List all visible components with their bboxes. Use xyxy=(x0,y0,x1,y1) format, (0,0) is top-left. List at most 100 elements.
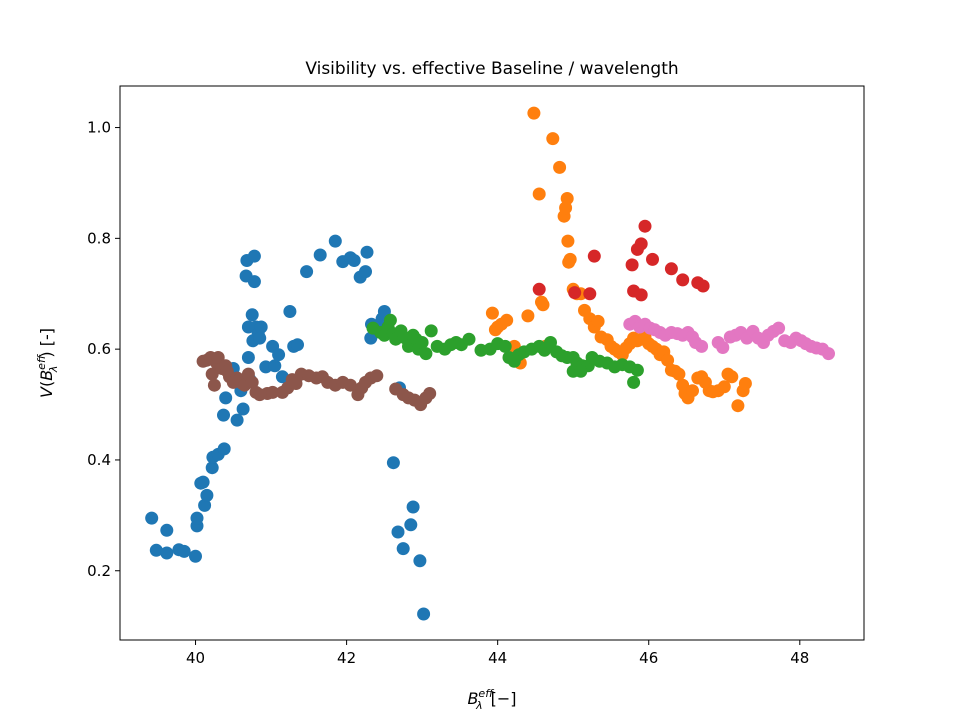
point-s4-10 xyxy=(638,219,652,233)
point-s1-64 xyxy=(404,518,418,532)
point-s3-26 xyxy=(498,339,512,353)
point-s3-5 xyxy=(383,313,397,327)
point-s3-15 xyxy=(419,347,433,361)
y-tick-label: 0.8 xyxy=(87,229,111,247)
point-s3-14 xyxy=(415,336,429,349)
point-s2-62 xyxy=(725,370,739,384)
point-s1-9 xyxy=(190,511,204,525)
point-s1-3 xyxy=(160,546,174,560)
series-6 xyxy=(196,351,437,412)
point-s2-12 xyxy=(536,298,550,312)
plot-frame xyxy=(119,85,865,641)
point-s4-9 xyxy=(634,288,648,302)
point-s6-7 xyxy=(211,351,225,364)
series-3 xyxy=(366,313,644,389)
point-s4-5 xyxy=(625,258,639,272)
point-s6-4 xyxy=(205,367,219,381)
point-s7-15 xyxy=(695,339,709,353)
point-s4-2 xyxy=(568,286,582,300)
x-axis-label: Beff λ [−] xyxy=(467,687,516,712)
x-tick-label: 40 xyxy=(186,649,205,667)
point-s2-9 xyxy=(527,106,541,120)
point-s2-65 xyxy=(738,377,752,390)
point-s1-27 xyxy=(241,351,255,364)
point-s7-27 xyxy=(772,321,786,335)
point-s1-66 xyxy=(413,554,427,568)
point-s2-15 xyxy=(553,160,567,174)
point-s1-40 xyxy=(268,359,282,373)
point-s1-1 xyxy=(145,511,159,525)
point-s1-48 xyxy=(328,234,342,248)
point-s4-13 xyxy=(676,273,690,287)
point-s3-16 xyxy=(424,324,438,338)
point-s2-28 xyxy=(591,314,605,328)
point-s4-11 xyxy=(646,252,659,266)
x-tick-label: 48 xyxy=(790,649,809,667)
ticks-layer: 40 42 44 46 48 0.2 0.4 0.6 0.8 1.0 xyxy=(87,119,809,667)
y-tick-label: 0.6 xyxy=(87,340,111,358)
y-tick-label: 1.0 xyxy=(87,119,111,137)
point-s6-46 xyxy=(423,387,437,400)
point-s2-10 xyxy=(532,187,546,201)
point-s4-1 xyxy=(532,282,546,296)
point-s3-22 xyxy=(462,332,476,346)
series-4 xyxy=(532,219,710,302)
x-tick-label: 44 xyxy=(488,649,507,667)
point-s1-41 xyxy=(272,348,286,362)
point-s1-60 xyxy=(386,456,400,470)
point-s2-60 xyxy=(717,380,731,394)
point-s2-1 xyxy=(485,306,499,320)
y-tick-label: 0.2 xyxy=(87,562,111,580)
point-s2-46 xyxy=(661,353,675,367)
point-s4-4 xyxy=(587,249,601,263)
point-s1-61 xyxy=(391,525,405,539)
point-s1-55 xyxy=(364,331,378,345)
point-s2-19 xyxy=(561,234,575,248)
point-s6-22 xyxy=(266,385,280,399)
point-s4-12 xyxy=(664,262,678,276)
point-s3-34 xyxy=(544,336,557,349)
point-s1-22 xyxy=(230,413,244,427)
point-s1-13 xyxy=(200,488,214,502)
point-s1-14 xyxy=(205,461,219,475)
point-s2-53 xyxy=(686,384,699,398)
point-s1-12 xyxy=(198,498,212,512)
y-axis-label: V(Beffλ) [-] xyxy=(35,328,60,398)
points-layer xyxy=(145,106,835,621)
point-s6-18 xyxy=(245,375,259,389)
point-s1-53 xyxy=(359,265,372,279)
point-s1-36 xyxy=(253,331,267,345)
point-s4-8 xyxy=(634,237,648,251)
point-s1-37 xyxy=(254,320,268,334)
point-s1-46 xyxy=(300,265,314,279)
point-s1-65 xyxy=(406,500,420,514)
point-s1-43 xyxy=(283,305,297,318)
point-s1-33 xyxy=(247,249,261,263)
point-s6-34 xyxy=(343,378,357,392)
point-s1-45 xyxy=(291,338,304,352)
point-s1-18 xyxy=(217,442,231,456)
point-s3-49 xyxy=(630,363,644,377)
point-s1-7 xyxy=(189,549,202,563)
point-s7-17 xyxy=(716,341,730,354)
point-s1-47 xyxy=(313,248,327,262)
point-s1-2 xyxy=(149,543,163,557)
point-s2-5 xyxy=(500,313,514,327)
point-s4-15 xyxy=(696,279,710,293)
point-s2-49 xyxy=(672,367,686,381)
point-s2-14 xyxy=(546,132,560,146)
point-s4-3 xyxy=(583,287,597,301)
point-s1-30 xyxy=(245,308,259,322)
point-s7-36 xyxy=(822,347,835,361)
point-s1-19 xyxy=(219,391,233,405)
point-s1-51 xyxy=(347,254,361,267)
y-tick-label: 0.4 xyxy=(87,451,111,469)
series-7 xyxy=(623,314,835,361)
point-s3-48 xyxy=(627,375,641,389)
point-s6-5 xyxy=(207,378,221,392)
point-s1-6 xyxy=(177,544,191,558)
point-s6-39 xyxy=(370,369,384,383)
chart-title: Visibility vs. effective Baseline / wave… xyxy=(305,59,678,79)
point-s1-4 xyxy=(160,523,174,537)
